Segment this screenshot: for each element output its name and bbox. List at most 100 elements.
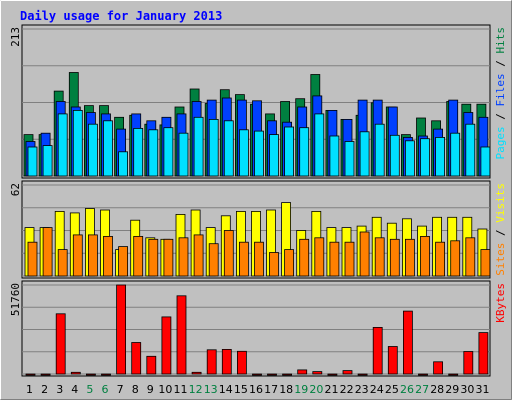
bar-pages-24 [374, 123, 385, 177]
bar-sites-26 [404, 238, 415, 277]
bar-kbytes-6 [101, 373, 111, 376]
bar-pages-19 [299, 127, 310, 177]
panel-visits-sites: 62 Sites / Visits [9, 180, 507, 279]
bar-pages-26 [404, 140, 415, 177]
bar-kbytes-23 [357, 373, 368, 376]
bar-sites-24 [374, 237, 385, 277]
x-tick-label: 20 [309, 383, 323, 396]
bar-pages-7 [118, 151, 128, 177]
x-tick-label: 3 [56, 383, 63, 396]
bar-sites-1 [27, 241, 38, 277]
x-tick-label: 1 [26, 383, 33, 396]
bar-sites-17 [269, 252, 279, 277]
bar-sites-9 [148, 238, 159, 277]
bar-sites-14 [223, 230, 234, 277]
bar-sites-6 [103, 235, 113, 277]
x-tick-label: 31 [476, 383, 490, 396]
bar-pages-23 [359, 131, 370, 177]
x-tick-label: 25 [385, 383, 399, 396]
legend-entry-kbytes: KBytes [494, 283, 507, 323]
bar-pages-21 [329, 135, 340, 177]
bar-kbytes-26 [402, 310, 413, 375]
bar-pages-1 [27, 146, 38, 177]
panel-kbytes: 51760 KBytes [9, 280, 507, 377]
x-tick-label: 10 [158, 383, 172, 396]
bar-sites-16 [254, 241, 264, 277]
legend-visits-sites: Sites / Visits [494, 183, 507, 276]
bar-sites-5 [88, 234, 98, 277]
bar-kbytes-13 [206, 349, 217, 375]
bar-kbytes-9 [146, 355, 157, 375]
bar-pages-18 [284, 126, 295, 177]
y-max-label: 51760 [9, 283, 22, 316]
bar-kbytes-30 [463, 351, 474, 375]
bar-kbytes-11 [176, 295, 187, 375]
bar-kbytes-27 [418, 373, 428, 376]
bar-kbytes-28 [433, 361, 444, 375]
x-tick-label: 2 [41, 383, 48, 396]
bar-sites-22 [344, 241, 355, 277]
bar-pages-29 [450, 132, 461, 177]
x-tick-label: 7 [117, 383, 124, 396]
legend-separator: / [494, 107, 507, 127]
bar-kbytes-19 [297, 369, 308, 375]
bar-sites-20 [314, 237, 325, 277]
bar-pages-9 [148, 129, 159, 177]
bar-sites-29 [450, 240, 461, 277]
legend-entry-sites: Sites [494, 243, 507, 276]
bar-kbytes-22 [342, 370, 353, 375]
bar-kbytes-1 [25, 373, 36, 376]
bar-kbytes-17 [267, 373, 277, 376]
bar-sites-15 [238, 241, 249, 277]
x-tick-label: 26 [400, 383, 414, 396]
bar-kbytes-29 [448, 373, 459, 376]
bar-sites-30 [465, 237, 476, 277]
x-tick-label: 29 [445, 383, 459, 396]
bar-pages-13 [208, 119, 219, 177]
x-tick-labels: 1 2 3 4 5 6 7 8 9 10 11 12 13 14 15 16 17 18 19 20 21 22 23 24 2… [26, 383, 490, 396]
bar-pages-11 [178, 132, 189, 177]
bar-pages-14 [223, 120, 234, 177]
bar-sites-8 [133, 235, 144, 277]
x-tick-label: 22 [340, 383, 354, 396]
bar-pages-8 [133, 127, 144, 177]
bar-sites-4 [72, 234, 83, 277]
bar-kbytes-5 [86, 373, 96, 376]
x-tick-label: 8 [132, 383, 139, 396]
bar-pages-27 [420, 138, 430, 177]
bar-sites-27 [420, 235, 430, 277]
y-max-label: 213 [9, 27, 22, 47]
bar-sites-3 [57, 249, 68, 277]
bar-pages-30 [465, 123, 476, 177]
legend-pages-files-hits: Pages / Files / Hits [494, 27, 507, 160]
legend-separator: / [494, 223, 507, 243]
bar-kbytes-31 [478, 332, 489, 375]
bar-sites-21 [329, 241, 340, 277]
bar-sites-7 [118, 246, 128, 277]
x-tick-label: 30 [460, 383, 474, 396]
x-tick-label: 24 [370, 383, 384, 396]
x-tick-label: 6 [102, 383, 109, 396]
bar-pages-25 [389, 134, 400, 177]
legend-separator: / [494, 54, 507, 74]
bar-sites-28 [435, 241, 446, 277]
x-tick-label: 18 [279, 383, 293, 396]
x-tick-label: 11 [174, 383, 188, 396]
bar-sites-23 [359, 231, 370, 277]
bar-pages-2 [42, 145, 53, 177]
x-tick-label: 17 [264, 383, 278, 396]
bar-sites-18 [284, 249, 295, 277]
bar-kbytes-16 [252, 373, 262, 376]
x-tick-label: 13 [204, 383, 218, 396]
bar-pages-22 [344, 141, 355, 177]
bar-pages-10 [163, 127, 174, 177]
x-tick-label: 4 [71, 383, 78, 396]
bar-kbytes-12 [191, 371, 202, 375]
bar-kbytes-3 [55, 313, 66, 375]
bar-kbytes-10 [161, 316, 172, 375]
bar-kbytes-7 [116, 284, 126, 375]
bar-kbytes-14 [221, 348, 232, 375]
bar-pages-16 [254, 130, 264, 177]
bar-kbytes-24 [372, 326, 383, 375]
